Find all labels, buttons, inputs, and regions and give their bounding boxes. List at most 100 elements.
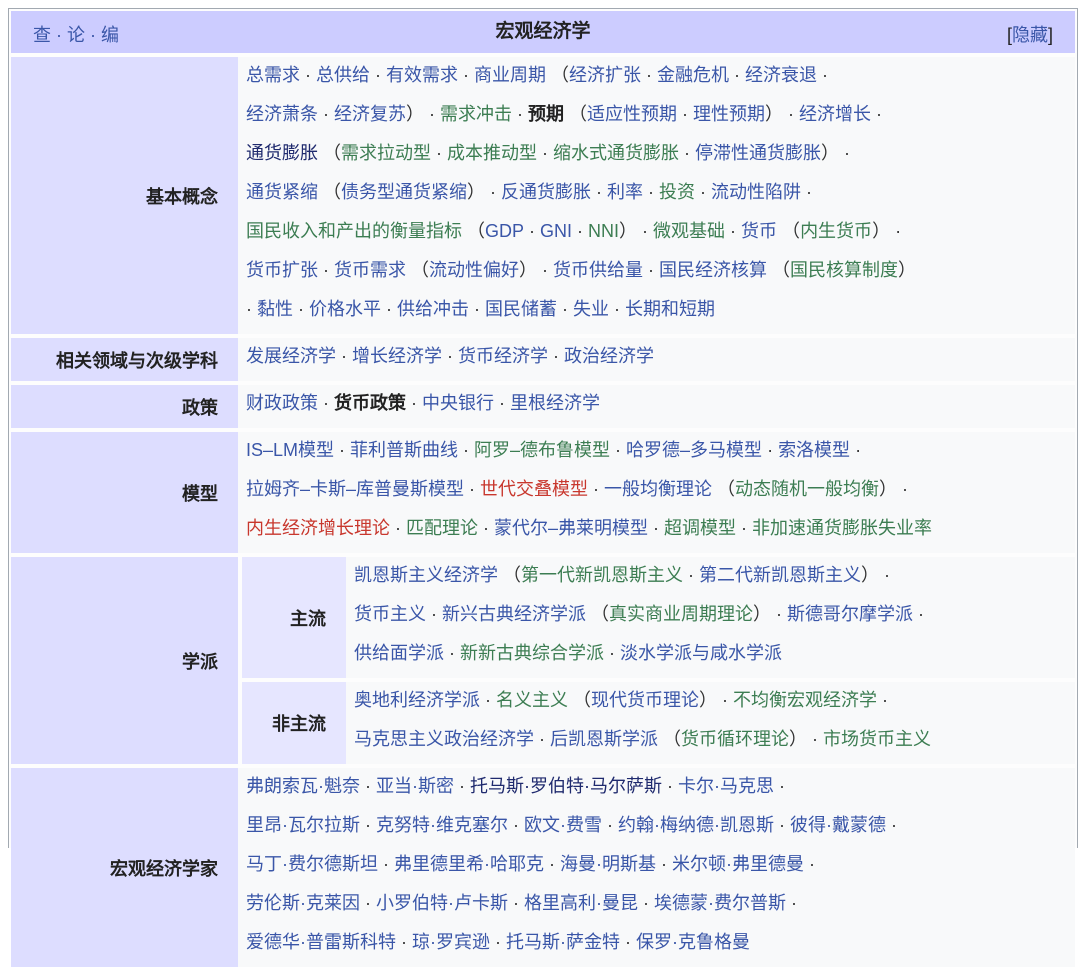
talk-link[interactable]: 论	[67, 25, 85, 45]
nav-link[interactable]: b:托马斯·萨金特	[506, 932, 620, 952]
nav-link[interactable]: g:需求拉动型	[341, 143, 432, 163]
nav-link[interactable]: b:政治经济学	[564, 346, 654, 366]
nav-link[interactable]: g:投资	[659, 182, 696, 202]
nav-link[interactable]: b:总供给	[316, 65, 370, 85]
nav-link[interactable]: b:反通货膨胀	[501, 182, 592, 202]
nav-link[interactable]: b:马丁·费尔德斯坦	[246, 854, 378, 874]
nav-link[interactable]: b:GNI	[540, 221, 573, 241]
nav-link[interactable]: b:货币需求	[334, 260, 406, 280]
hide-toggle[interactable]: [隐藏]	[1007, 21, 1053, 47]
nav-link[interactable]: b:供给面学派	[354, 643, 444, 663]
nav-link[interactable]: b:理性预期	[693, 104, 766, 124]
nav-link[interactable]: b:彼得·戴蒙德	[790, 815, 886, 835]
nav-link[interactable]: b:长期和短期	[625, 299, 715, 319]
nav-link[interactable]: g:动态随机一般均衡	[735, 479, 880, 499]
nav-link[interactable]: g:匹配理论	[406, 518, 478, 538]
nav-link[interactable]: b:第二代新凯恩斯主义	[699, 565, 862, 585]
nav-link[interactable]: b:债务型通货紧缩	[341, 182, 468, 202]
nav-link[interactable]: b:菲利普斯曲线	[350, 440, 459, 460]
nav-link[interactable]: b:IS–LM模型	[246, 440, 335, 460]
nav-link[interactable]: g:第一代新凯恩斯主义	[521, 565, 684, 585]
nav-link[interactable]: b:经济增长	[799, 104, 872, 124]
nav-link[interactable]: k:预期	[528, 104, 564, 124]
nav-link[interactable]: g:真实商业周期理论	[609, 604, 754, 624]
nav-link[interactable]: b:货币扩张	[246, 260, 318, 280]
nav-link[interactable]: b:蒙代尔–弗莱明模型	[494, 518, 649, 538]
nav-link[interactable]: b:货币经济学	[458, 346, 548, 366]
nav-link[interactable]: g:内生货币	[800, 221, 873, 241]
nav-link[interactable]: g:货币循环理论	[681, 729, 790, 749]
nav-link[interactable]: g:市场货币主义	[823, 729, 932, 749]
nav-link[interactable]: b:劳伦斯·克莱因	[246, 893, 360, 913]
nav-link[interactable]: g:微观基础	[653, 221, 726, 241]
nav-link[interactable]: b:利率	[607, 182, 644, 202]
nav-link[interactable]: k:货币政策	[334, 393, 406, 413]
nav-link[interactable]: g:不均衡宏观经济学	[733, 690, 878, 710]
nav-link[interactable]: b:淡水学派与咸水学派	[620, 643, 782, 663]
nav-link[interactable]: g:需求冲击	[440, 104, 512, 124]
nav-link[interactable]: b:凯恩斯主义经济学	[354, 565, 498, 585]
nav-link[interactable]: r:内生经济增长理论	[246, 518, 390, 538]
nav-link[interactable]: g:国民核算制度	[790, 260, 899, 280]
nav-link[interactable]: b:亚当·斯密	[376, 776, 454, 796]
nav-link[interactable]: g:国民收入和产出的衡量指标	[246, 221, 462, 241]
nav-link[interactable]: b:国民储蓄	[485, 299, 557, 319]
nav-link[interactable]: b:流动性偏好	[429, 260, 520, 280]
nav-link[interactable]: b:发展经济学	[246, 346, 336, 366]
nav-link[interactable]: b:琼·罗宾逊	[412, 932, 490, 952]
nav-link[interactable]: b:有效需求	[386, 65, 458, 85]
nav-link[interactable]: b:经济扩张	[569, 65, 642, 85]
nav-link[interactable]: b:商业周期	[474, 65, 546, 85]
nav-link[interactable]: b:后凯恩斯学派	[550, 729, 658, 749]
nav-link[interactable]: b:货币供给量	[553, 260, 644, 280]
nav-link[interactable]: g:NNI	[588, 221, 620, 241]
nav-link[interactable]: b:经济萧条	[246, 104, 318, 124]
nav-link[interactable]: b:爱德华·普雷斯科特	[246, 932, 396, 952]
nav-link[interactable]: g:新新古典综合学派	[460, 643, 604, 663]
nav-link[interactable]: b:欧文·费雪	[524, 815, 602, 835]
nav-link[interactable]: b:卡尔·马克思	[678, 776, 774, 796]
nav-link[interactable]: b:通货紧缩	[246, 182, 318, 202]
nav-link[interactable]: g:成本推动型	[447, 143, 538, 163]
nav-link[interactable]: b:适应性预期	[587, 104, 678, 124]
nav-link[interactable]: b:奥地利经济学派	[354, 690, 480, 710]
nav-link[interactable]: g:名义主义	[496, 690, 568, 710]
nav-link[interactable]: r:世代交叠模型	[480, 479, 589, 499]
nav-link[interactable]: b:GDP	[485, 221, 525, 241]
nav-link[interactable]: b:价格水平	[309, 299, 381, 319]
nav-link[interactable]: b:克努特·维克塞尔	[376, 815, 508, 835]
hide-link[interactable]: 隐藏	[1011, 25, 1048, 45]
view-link[interactable]: 查	[33, 25, 51, 45]
nav-link[interactable]: g:阿罗–德布鲁模型	[474, 440, 611, 460]
nav-link[interactable]: b:供给冲击	[397, 299, 469, 319]
nav-link[interactable]: b:马克思主义政治经济学	[354, 729, 534, 749]
nav-link[interactable]: b:一般均衡理论	[604, 479, 713, 499]
nav-link[interactable]: v:托马斯·罗伯特·马尔萨斯	[470, 776, 662, 796]
nav-link[interactable]: b:增长经济学	[352, 346, 442, 366]
nav-link[interactable]: b:斯德哥尔摩学派	[787, 604, 914, 624]
nav-link[interactable]: b:金融危机	[657, 65, 730, 85]
nav-link[interactable]: b:货币主义	[354, 604, 426, 624]
nav-link[interactable]: b:中央银行	[422, 393, 494, 413]
nav-link[interactable]: b:新兴古典经济学派	[442, 604, 586, 624]
nav-link[interactable]: b:弗里德里希·哈耶克	[394, 854, 544, 874]
nav-link[interactable]: g:非加速通货膨胀失业率	[752, 518, 933, 538]
nav-link[interactable]: b:现代货币理论	[591, 690, 700, 710]
nav-link[interactable]: b:海曼·明斯基	[560, 854, 656, 874]
nav-link[interactable]: b:埃德蒙·费尔普斯	[654, 893, 786, 913]
nav-link[interactable]: b:索洛模型	[778, 440, 851, 460]
nav-link[interactable]: b:失业	[573, 299, 609, 319]
nav-link[interactable]: b:货币	[741, 221, 778, 241]
nav-link[interactable]: b:经济衰退	[745, 65, 818, 85]
nav-link[interactable]: b:哈罗德–多马模型	[626, 440, 763, 460]
nav-link[interactable]: b:黏性	[257, 299, 293, 319]
nav-link[interactable]: b:小罗伯特·卢卡斯	[376, 893, 508, 913]
nav-link[interactable]: b:米尔顿·弗里德曼	[672, 854, 804, 874]
edit-link[interactable]: 编	[101, 25, 119, 45]
nav-link[interactable]: g:超调模型	[664, 518, 737, 538]
nav-link[interactable]: g:缩水式通货膨胀	[553, 143, 680, 163]
nav-link[interactable]: b:流动性陷阱	[711, 182, 802, 202]
nav-link[interactable]: b:停滞性通货膨胀	[695, 143, 822, 163]
nav-link[interactable]: b:总需求	[246, 65, 300, 85]
nav-link[interactable]: b:格里高利·曼昆	[524, 893, 638, 913]
